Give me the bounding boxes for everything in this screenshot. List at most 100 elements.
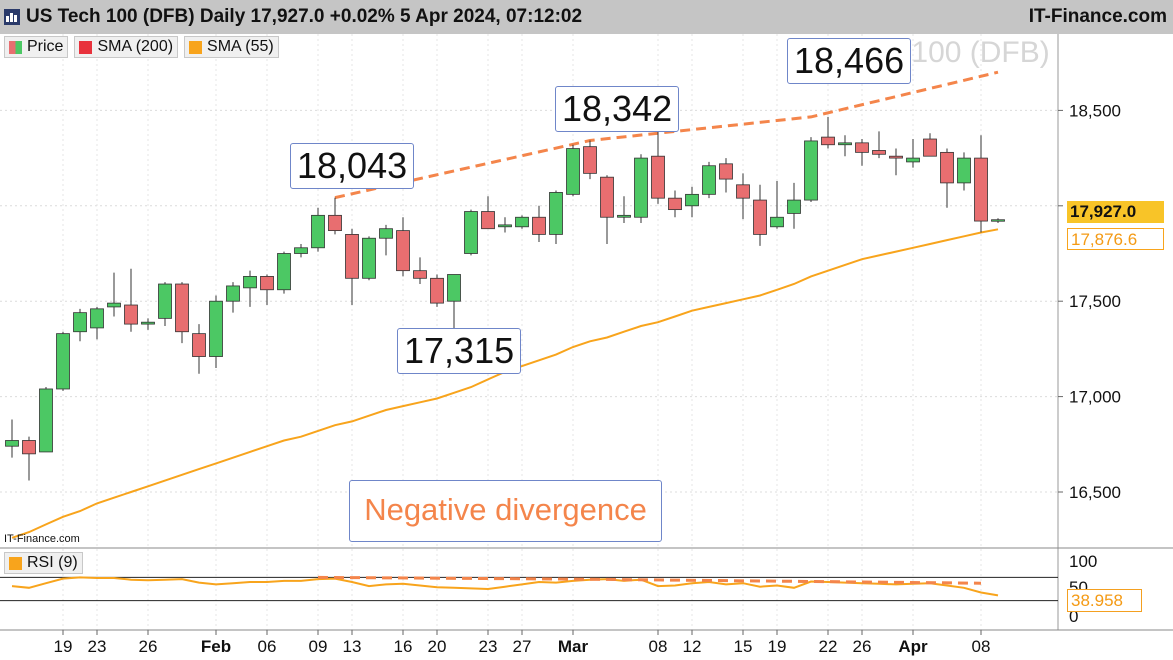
candle-body [90, 308, 104, 329]
candle [464, 209, 478, 256]
candle [923, 133, 937, 157]
candle-body [56, 333, 70, 390]
chart-legend: Price SMA (200) SMA (55) [4, 36, 279, 58]
candle [260, 274, 274, 306]
x-tick-label: 22 [819, 637, 838, 656]
x-tick-label: Mar [558, 637, 589, 656]
candle-body [413, 270, 427, 279]
x-tick-label: 26 [853, 637, 872, 656]
y-tick-label: 16,500 [1069, 483, 1121, 502]
x-tick-label: 20 [428, 637, 447, 656]
candle [617, 196, 631, 223]
candle [787, 182, 801, 229]
candle-body [209, 300, 223, 357]
candle [56, 331, 70, 391]
candle-body [464, 211, 478, 254]
candle [328, 197, 342, 235]
sma200-swatch-icon [79, 40, 93, 54]
candle-body [379, 228, 393, 239]
brand-name[interactable]: IT-Finance.com [1028, 6, 1167, 27]
candle-body [634, 157, 648, 218]
candle-body [838, 142, 852, 146]
candle-body [22, 440, 36, 455]
candle-body [515, 216, 529, 228]
x-tick-label: 16 [394, 637, 413, 656]
rsi-tick-label: 100 [1069, 552, 1097, 571]
candle [39, 387, 53, 453]
candle-body [923, 138, 937, 157]
candle [872, 131, 886, 159]
x-tick-label: 23 [88, 637, 107, 656]
legend-item-sma200[interactable]: SMA (200) [74, 36, 179, 58]
candle [957, 152, 971, 191]
rsi-tick-label: 0 [1069, 607, 1078, 626]
y-tick-label: 17,500 [1069, 292, 1121, 311]
sma55-swatch-icon [189, 40, 203, 54]
legend-item-price[interactable]: Price [4, 36, 69, 58]
x-tick-label: 23 [479, 637, 498, 656]
candle [430, 274, 444, 307]
candle-body [141, 321, 155, 325]
candle [719, 158, 733, 193]
candle [906, 139, 920, 168]
candle-body [532, 216, 546, 235]
candle-body [974, 157, 988, 222]
candle-body [821, 136, 835, 146]
resistance-trendline [334, 70, 999, 200]
candle [838, 135, 852, 157]
candle-body [73, 312, 87, 333]
candle-body [260, 275, 274, 291]
candle-body [243, 275, 257, 289]
candle-body [362, 237, 376, 279]
candle-body [447, 274, 461, 302]
legend-item-sma55[interactable]: SMA (55) [184, 36, 279, 58]
axis-layer: 16,500 17,000 17,500 18,500 19 23 26 Feb 06 09 13 1… [54, 101, 1121, 656]
candle [804, 137, 818, 202]
candle-body [158, 283, 172, 319]
legend-item-rsi[interactable]: RSI (9) [4, 552, 83, 574]
candle [702, 161, 716, 199]
candle-body [600, 176, 614, 218]
candle-body [566, 148, 580, 195]
candle-body [940, 151, 954, 184]
candle-body [294, 247, 308, 254]
x-tick-label: 15 [734, 637, 753, 656]
candle [447, 274, 461, 337]
candle [770, 180, 784, 229]
candle-body [685, 193, 699, 207]
candle-body [549, 192, 563, 235]
x-tick-label: 26 [139, 637, 158, 656]
x-tick-label: 08 [972, 637, 991, 656]
x-tick-label: 08 [649, 637, 668, 656]
candle [753, 184, 767, 246]
legend-label: SMA (200) [97, 38, 174, 55]
candle-body [719, 163, 733, 180]
annotation-high-18342: 18,342 [555, 86, 680, 132]
candle-body [124, 304, 138, 325]
candle-body [396, 230, 410, 272]
candles-layer [5, 116, 1005, 481]
annotation-high-18043: 18,043 [290, 143, 415, 189]
candle [685, 186, 699, 218]
candle [515, 215, 529, 229]
candle [107, 272, 121, 317]
candle [396, 217, 410, 277]
x-tick-label: 19 [54, 637, 73, 656]
candle-body [498, 224, 512, 228]
candle [566, 144, 580, 197]
candle-body [889, 155, 903, 159]
candle [73, 308, 87, 342]
annotation-low-17315: 17,315 [397, 328, 522, 374]
candle [889, 148, 903, 176]
x-tick-label: 13 [343, 637, 362, 656]
candle-body [804, 140, 818, 201]
last-price-badge: 17,927.0 [1067, 201, 1164, 223]
y-tick-label: 17,000 [1069, 388, 1121, 407]
candle-body [787, 199, 801, 214]
trendline-layer [334, 70, 999, 200]
candle [294, 243, 308, 258]
candle-body [906, 157, 920, 163]
chart-title: US Tech 100 (DFB) Daily 17,927.0 +0.02% … [26, 6, 583, 27]
x-tick-label: 09 [309, 637, 328, 656]
